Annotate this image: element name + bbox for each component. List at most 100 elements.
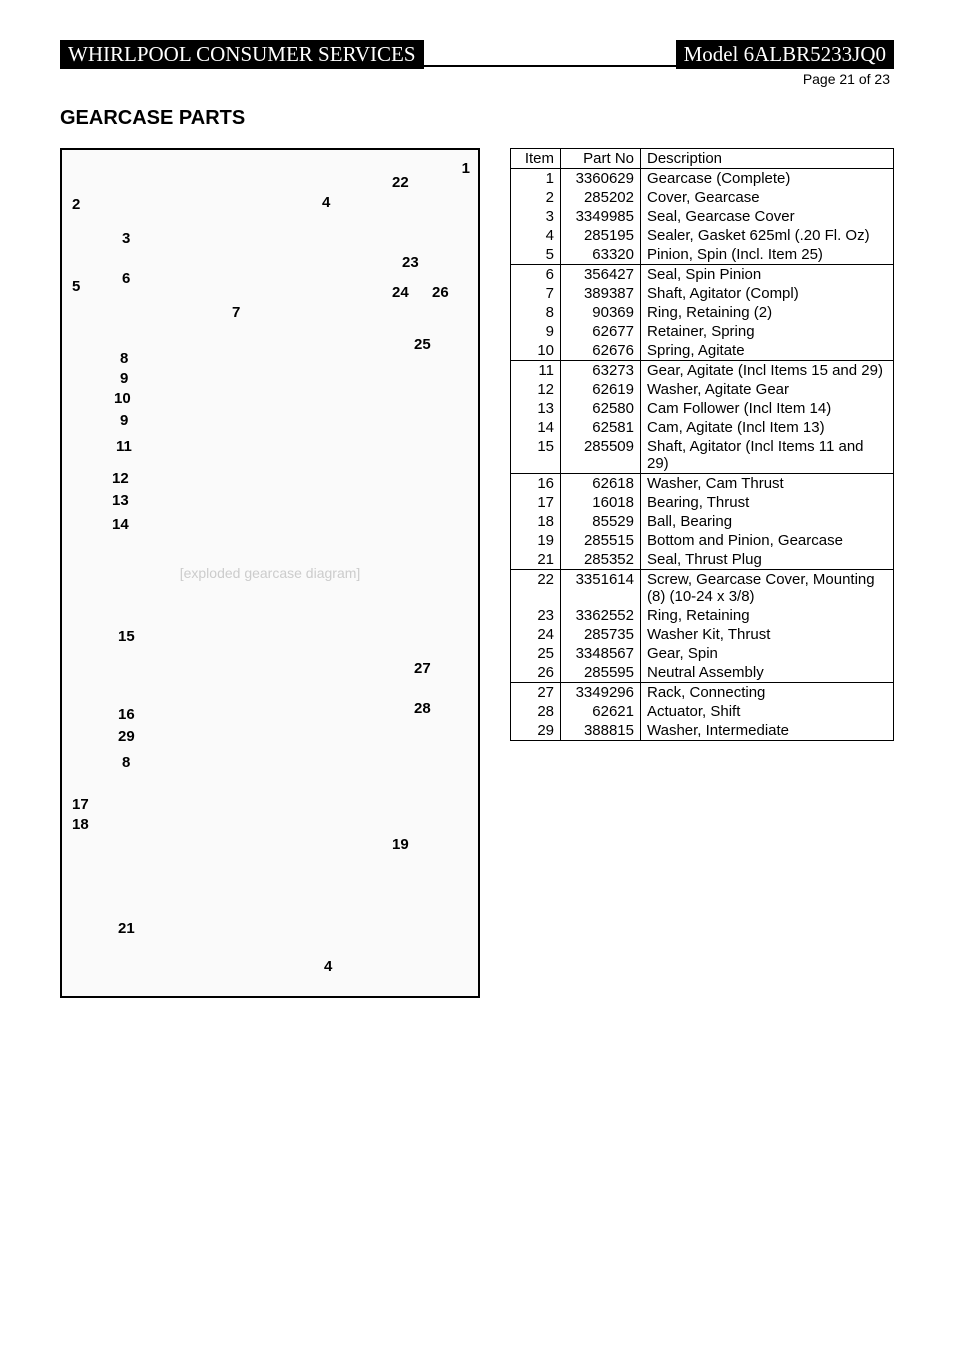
table-row: 13360629Gearcase (Complete) <box>511 169 894 189</box>
cell-item: 8 <box>511 303 561 322</box>
table-row: 21285352Seal, Thrust Plug <box>511 550 894 570</box>
cell-desc: Gearcase (Complete) <box>641 169 894 189</box>
callout-9: 9 <box>120 370 128 387</box>
header-bar: WHIRLPOOL CONSUMER SERVICES Model 6ALBR5… <box>60 40 894 69</box>
cell-partno: 62677 <box>561 322 641 341</box>
cell-desc: Gear, Spin <box>641 644 894 663</box>
cell-partno: 389387 <box>561 284 641 303</box>
table-row: 19285515Bottom and Pinion, Gearcase <box>511 531 894 550</box>
col-partno: Part No <box>561 149 641 169</box>
callout-2: 2 <box>72 196 80 213</box>
cell-partno: 285352 <box>561 550 641 570</box>
cell-item: 17 <box>511 493 561 512</box>
cell-item: 25 <box>511 644 561 663</box>
callout-21: 21 <box>118 920 135 937</box>
table-column: Item Part No Description 13360629Gearcas… <box>510 148 894 741</box>
cell-partno: 285515 <box>561 531 641 550</box>
table-row: 1362580Cam Follower (Incl Item 14) <box>511 399 894 418</box>
cell-desc: Cam, Agitate (Incl Item 13) <box>641 418 894 437</box>
callout-17: 17 <box>72 796 89 813</box>
cell-partno: 285195 <box>561 226 641 245</box>
cell-desc: Bottom and Pinion, Gearcase <box>641 531 894 550</box>
cell-partno: 62676 <box>561 341 641 361</box>
cell-item: 11 <box>511 361 561 381</box>
table-row: 6356427Seal, Spin Pinion <box>511 265 894 285</box>
cell-desc: Rack, Connecting <box>641 683 894 703</box>
table-row: 1062676Spring, Agitate <box>511 341 894 361</box>
callout-6: 6 <box>122 270 130 287</box>
cell-desc: Cam Follower (Incl Item 14) <box>641 399 894 418</box>
callout-11: 11 <box>116 438 132 455</box>
page-number: Page 21 of 23 <box>60 71 894 87</box>
parts-table: Item Part No Description 13360629Gearcas… <box>510 148 894 741</box>
callout-10: 10 <box>114 390 131 407</box>
callout-4: 4 <box>322 194 330 211</box>
cell-item: 19 <box>511 531 561 550</box>
callout-29: 29 <box>118 728 135 745</box>
cell-partno: 62621 <box>561 702 641 721</box>
cell-desc: Washer, Agitate Gear <box>641 380 894 399</box>
cell-desc: Pinion, Spin (Incl. Item 25) <box>641 245 894 265</box>
table-row: 563320Pinion, Spin (Incl. Item 25) <box>511 245 894 265</box>
cell-partno: 62619 <box>561 380 641 399</box>
cell-partno: 3360629 <box>561 169 641 189</box>
table-row: 15285509Shaft, Agitator (Incl Items 11 a… <box>511 437 894 474</box>
cell-partno: 16018 <box>561 493 641 512</box>
callout-19: 19 <box>392 836 409 853</box>
cell-item: 21 <box>511 550 561 570</box>
cell-desc: Seal, Spin Pinion <box>641 265 894 285</box>
cell-item: 4 <box>511 226 561 245</box>
cell-desc: Seal, Thrust Plug <box>641 550 894 570</box>
cell-item: 16 <box>511 474 561 494</box>
callout-8b: 8 <box>122 754 130 771</box>
cell-partno: 90369 <box>561 303 641 322</box>
cell-item: 10 <box>511 341 561 361</box>
cell-item: 2 <box>511 188 561 207</box>
cell-desc: Neutral Assembly <box>641 663 894 683</box>
callout-9b: 9 <box>120 412 128 429</box>
cell-item: 3 <box>511 207 561 226</box>
callout-14: 14 <box>112 516 129 533</box>
col-item: Item <box>511 149 561 169</box>
table-row: 223351614Screw, Gearcase Cover, Mounting… <box>511 570 894 607</box>
cell-desc: Shaft, Agitator (Incl Items 11 and 29) <box>641 437 894 474</box>
callout-15: 15 <box>118 628 135 645</box>
cell-desc: Gear, Agitate (Incl Items 15 and 29) <box>641 361 894 381</box>
cell-item: 7 <box>511 284 561 303</box>
cell-desc: Ring, Retaining <box>641 606 894 625</box>
cell-partno: 3348567 <box>561 644 641 663</box>
cell-partno: 3351614 <box>561 570 641 607</box>
callout-3: 3 <box>122 230 130 247</box>
callout-12: 12 <box>112 470 129 487</box>
cell-partno: 3362552 <box>561 606 641 625</box>
callout-13: 13 <box>112 492 129 509</box>
cell-partno: 285509 <box>561 437 641 474</box>
callout-1: 1 <box>462 160 470 177</box>
cell-desc: Bearing, Thrust <box>641 493 894 512</box>
cell-desc: Actuator, Shift <box>641 702 894 721</box>
table-row: 1885529Ball, Bearing <box>511 512 894 531</box>
cell-desc: Spring, Agitate <box>641 341 894 361</box>
cell-item: 27 <box>511 683 561 703</box>
table-row: 962677Retainer, Spring <box>511 322 894 341</box>
cell-partno: 62581 <box>561 418 641 437</box>
cell-item: 5 <box>511 245 561 265</box>
cell-partno: 63320 <box>561 245 641 265</box>
cell-item: 28 <box>511 702 561 721</box>
cell-partno: 285735 <box>561 625 641 644</box>
cell-partno: 62580 <box>561 399 641 418</box>
cell-desc: Shaft, Agitator (Compl) <box>641 284 894 303</box>
header-right: Model 6ALBR5233JQ0 <box>676 40 894 69</box>
col-desc: Description <box>641 149 894 169</box>
cell-desc: Washer, Cam Thrust <box>641 474 894 494</box>
cell-desc: Washer Kit, Thrust <box>641 625 894 644</box>
table-row: 26285595Neutral Assembly <box>511 663 894 683</box>
cell-partno: 388815 <box>561 721 641 741</box>
table-row: 7389387Shaft, Agitator (Compl) <box>511 284 894 303</box>
cell-partno: 63273 <box>561 361 641 381</box>
cell-desc: Seal, Gearcase Cover <box>641 207 894 226</box>
cell-partno: 62618 <box>561 474 641 494</box>
callout-16: 16 <box>118 706 135 723</box>
cell-partno: 3349296 <box>561 683 641 703</box>
table-row: 33349985Seal, Gearcase Cover <box>511 207 894 226</box>
